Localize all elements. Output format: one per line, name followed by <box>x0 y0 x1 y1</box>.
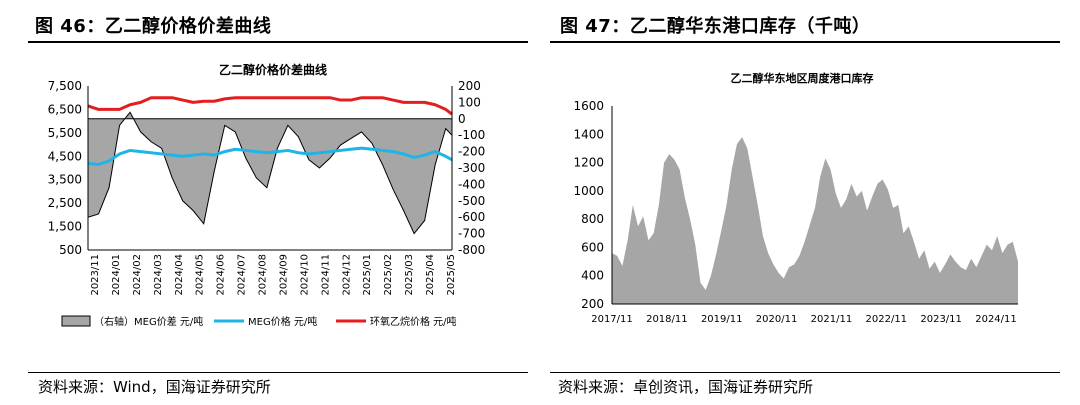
left-source: 资料来源：Wind，国海证券研究所 <box>38 378 271 396</box>
legend-swatch-spread <box>61 315 91 327</box>
x-tick-label: 2024/05 <box>195 254 206 296</box>
x-tick-label: 2024/06 <box>216 254 227 296</box>
x-tick-label: 2024/04 <box>174 254 185 296</box>
right-y-tick-label: 0 <box>458 112 466 126</box>
left-y-tick-label: 2,500 <box>48 196 82 210</box>
right-y-tick-label: -200 <box>458 145 485 159</box>
left-figure-title: 图 46：乙二醇价格价差曲线 <box>35 16 272 37</box>
legend-label-spread: （右轴）MEG价差 元/吨 <box>94 315 203 328</box>
right-y-tick-label: -700 <box>458 227 485 241</box>
right-top-rule <box>550 41 1060 43</box>
right-y-tick-label: -100 <box>458 128 485 142</box>
y-tick-label: 600 <box>581 240 604 254</box>
y-tick-label: 1200 <box>573 156 604 170</box>
right-source: 资料来源：卓创资讯，国海证券研究所 <box>558 378 814 396</box>
x-tick-label: 2024/11 <box>320 254 331 296</box>
x-tick-label: 2025/02 <box>383 254 394 296</box>
legend-label-eo-price: 环氧乙烷价格 元/吨 <box>370 315 457 328</box>
left-y-tick-label: 500 <box>59 243 82 257</box>
series-eo-price-line <box>87 96 453 116</box>
right-chart-svg: 乙二醇华东地区周度港口库存 1600 1400 1200 1000 800 600 400 2… <box>573 71 1018 325</box>
x-tick-label: 2025/04 <box>425 254 436 296</box>
right-y-tick-label: 200 <box>458 79 481 93</box>
y-tick-label: 800 <box>581 212 604 226</box>
x-tick-label: 2024/01 <box>111 254 122 296</box>
y-tick-label: 400 <box>581 269 604 283</box>
x-tick-label: 2023/11 <box>90 254 101 296</box>
x-tick-label: 2022/11 <box>866 314 908 325</box>
right-y-tick-label: -800 <box>458 243 485 257</box>
x-tick-label: 2024/07 <box>237 254 248 296</box>
right-bottom-rule <box>550 372 1060 373</box>
x-tick-label: 2025/01 <box>362 254 373 296</box>
series-meg-spread-area <box>87 111 453 235</box>
x-tick-label: 2024/09 <box>278 254 289 296</box>
y-tick-label: 1000 <box>573 184 604 198</box>
series-meg-price-line <box>87 146 453 166</box>
x-tick-label: 2024/10 <box>299 254 310 296</box>
right-chart-title: 乙二醇华东地区周度港口库存 <box>731 71 874 85</box>
right-y-tick-label: -400 <box>458 177 485 191</box>
x-tick-label: 2024/08 <box>258 254 269 296</box>
right-y-tick-label: 100 <box>458 95 481 109</box>
x-tick-label: 2023/11 <box>920 314 962 325</box>
x-tick-label: 2024/02 <box>132 254 143 296</box>
y-tick-label: 1600 <box>573 99 604 113</box>
right-figure-title: 图 47：乙二醇华东港口库存（千吨） <box>560 16 871 37</box>
right-y-tick-label: -300 <box>458 161 485 175</box>
x-tick-label: 2025/05 <box>446 254 457 296</box>
x-tick-label: 2024/03 <box>153 254 164 296</box>
x-tick-label: 2024/12 <box>341 254 352 296</box>
left-y-tick-label: 7,500 <box>48 79 82 93</box>
legend-label-meg-price: MEG价格 元/吨 <box>248 315 317 328</box>
right-y-tick-label: -500 <box>458 194 485 208</box>
left-y-tick-label: 1,500 <box>48 220 82 234</box>
left-y-tick-label: 6,500 <box>48 102 82 116</box>
left-top-rule <box>28 41 528 43</box>
x-tick-label: 2018/11 <box>646 314 688 325</box>
left-chart-svg: 乙二醇价格价差曲线 7,500 6,500 5,500 4,500 3,500 2,500… <box>48 62 486 328</box>
left-chart-title: 乙二醇价格价差曲线 <box>219 62 327 77</box>
y-tick-label: 200 <box>581 297 604 311</box>
left-y-tick-label: 3,500 <box>48 173 82 187</box>
y-tick-label: 1400 <box>573 127 604 141</box>
x-tick-label: 2020/11 <box>756 314 798 325</box>
left-y-tick-label: 5,500 <box>48 126 82 140</box>
left-bottom-rule <box>28 372 528 373</box>
x-tick-label: 2024/11 <box>975 314 1017 325</box>
x-tick-label: 2025/03 <box>404 254 415 296</box>
left-y-tick-label: 4,500 <box>48 149 82 163</box>
right-y-tick-label: -600 <box>458 210 485 224</box>
x-tick-label: 2019/11 <box>701 314 743 325</box>
x-tick-label: 2017/11 <box>591 314 633 325</box>
right-figure-panel: 图 47：乙二醇华东港口库存（千吨） 乙二醇华东地区周度港口库存 1600 140… <box>540 0 1080 405</box>
series-inventory-area <box>612 137 1018 304</box>
x-tick-label: 2021/11 <box>811 314 853 325</box>
left-figure-panel: 图 46：乙二醇价格价差曲线 乙二醇价格价差曲线 7,500 6,500 5,500… <box>28 16 528 396</box>
